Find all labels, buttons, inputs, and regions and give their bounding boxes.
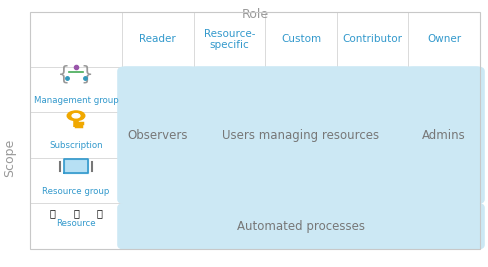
Text: Users managing resources: Users managing resources bbox=[223, 129, 380, 142]
Text: Observers: Observers bbox=[127, 129, 188, 142]
Text: 🌐: 🌐 bbox=[73, 208, 79, 218]
Text: Resource-
specific: Resource- specific bbox=[203, 29, 255, 50]
Text: Admins: Admins bbox=[422, 129, 466, 142]
Text: Custom: Custom bbox=[281, 34, 321, 45]
Text: { }: { } bbox=[59, 64, 94, 83]
FancyBboxPatch shape bbox=[117, 203, 485, 250]
Text: Management group: Management group bbox=[34, 96, 119, 105]
Text: Owner: Owner bbox=[427, 34, 461, 45]
FancyBboxPatch shape bbox=[189, 66, 413, 204]
Text: Resource group: Resource group bbox=[42, 187, 110, 196]
Circle shape bbox=[67, 111, 85, 121]
Text: Subscription: Subscription bbox=[49, 142, 103, 150]
Text: Resource: Resource bbox=[56, 219, 96, 228]
Polygon shape bbox=[64, 159, 88, 173]
Text: Automated processes: Automated processes bbox=[237, 220, 365, 233]
Text: Role: Role bbox=[242, 8, 268, 21]
Text: Scope: Scope bbox=[3, 139, 17, 177]
Text: 🗄: 🗄 bbox=[97, 208, 102, 218]
FancyBboxPatch shape bbox=[404, 66, 485, 204]
FancyBboxPatch shape bbox=[117, 66, 199, 204]
Text: Contributor: Contributor bbox=[343, 34, 403, 45]
Text: Reader: Reader bbox=[140, 34, 176, 45]
Circle shape bbox=[72, 114, 80, 118]
Text: 🖥: 🖥 bbox=[50, 208, 56, 218]
